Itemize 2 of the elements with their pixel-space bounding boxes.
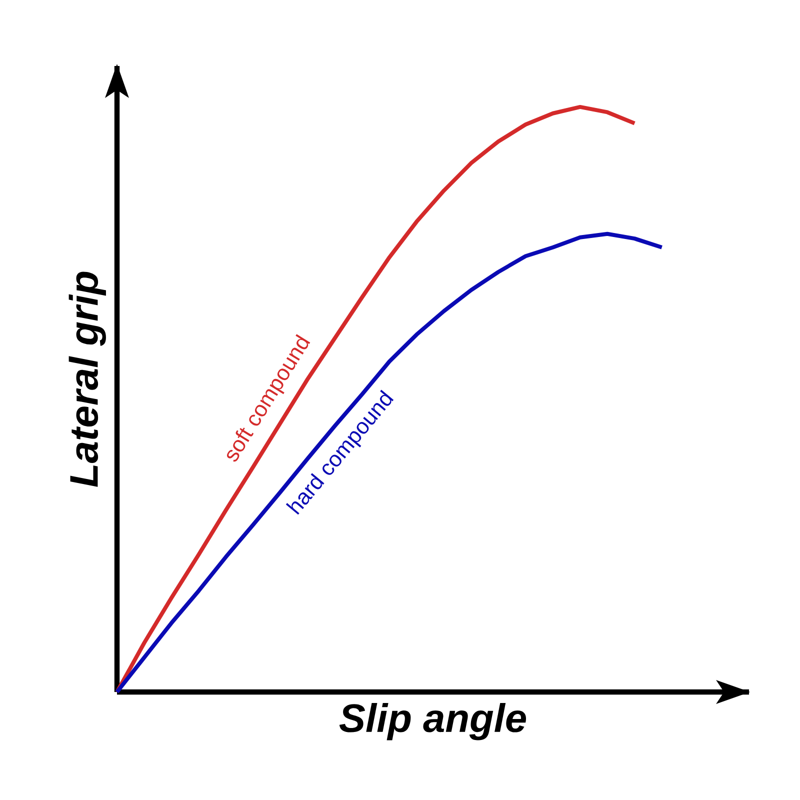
y-axis-title: Lateral grip [68, 272, 106, 487]
x-axis-title: Slip angle [339, 703, 526, 740]
